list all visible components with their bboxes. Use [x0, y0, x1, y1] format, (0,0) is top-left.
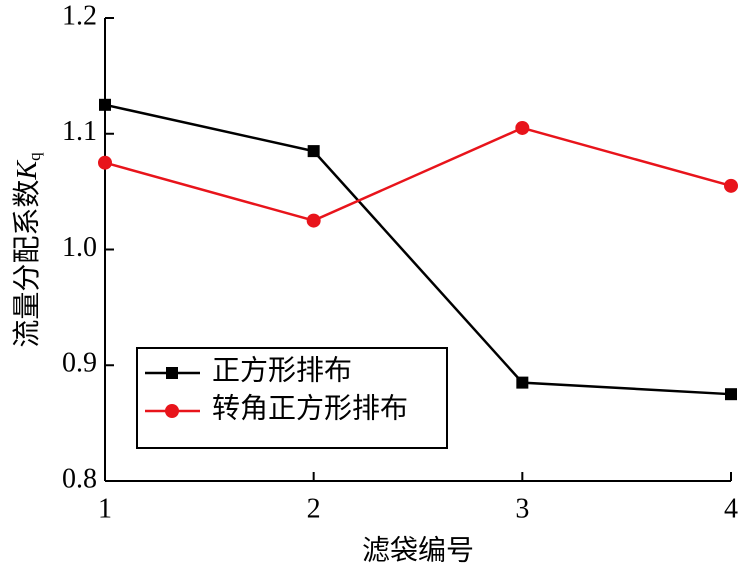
- y-axis-title-subscript: q: [25, 152, 44, 161]
- y-axis-title-text: 流量分配系数: [11, 180, 43, 348]
- x-tick-label: 1: [98, 493, 112, 524]
- x-axis-title: 滤袋编号: [362, 534, 474, 566]
- data-point: [724, 178, 738, 193]
- y-tick-label: 1.0: [62, 232, 97, 263]
- data-point: [725, 388, 737, 401]
- data-point: [515, 120, 530, 135]
- y-tick-label: 1.1: [62, 116, 97, 147]
- x-tick-label: 3: [515, 493, 529, 524]
- data-point: [99, 98, 111, 111]
- x-tick-label: 4: [724, 493, 738, 524]
- data-point: [98, 155, 112, 170]
- y-tick-label: 0.8: [62, 463, 97, 494]
- series-line: [104, 103, 732, 396]
- y-tick-label: 0.9: [62, 348, 97, 379]
- y-tick-label: 1.2: [62, 0, 97, 31]
- series-line: [104, 126, 732, 222]
- data-point: [306, 213, 321, 228]
- legend-label: 正方形排布: [212, 354, 352, 386]
- legend-box: [136, 347, 448, 449]
- data-point: [516, 376, 529, 389]
- y-axis-title-symbol: K: [12, 160, 43, 181]
- legend-marker: [166, 367, 178, 379]
- y-axis-title: 流量分配系数Kq: [11, 152, 43, 348]
- legend-marker: [165, 404, 179, 418]
- data-point: [307, 145, 320, 158]
- x-tick-label: 2: [307, 493, 321, 524]
- legend-label: 转角正方形排布: [212, 392, 408, 424]
